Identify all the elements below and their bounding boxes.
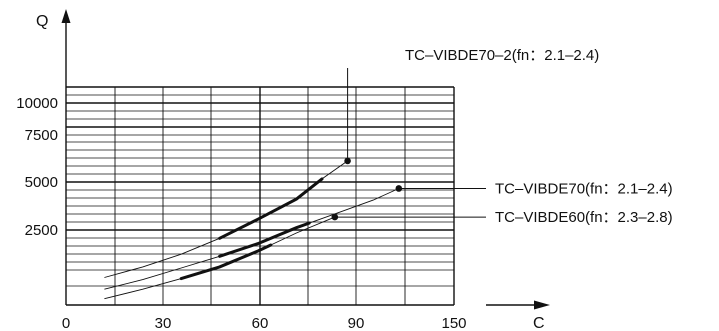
x-tick-label: 90 xyxy=(348,315,365,331)
y-tick-label: 2500 xyxy=(25,222,58,239)
y-axis-label: Q xyxy=(36,13,48,30)
axes: QC xyxy=(36,9,550,331)
series-bold-segment-2 xyxy=(218,221,311,258)
y-tick-label: 10000 xyxy=(16,95,58,112)
grid xyxy=(65,86,455,306)
series-line-1 xyxy=(104,160,348,278)
series-line-2 xyxy=(104,188,399,290)
x-axis-label: C xyxy=(533,315,545,331)
y-axis-arrow xyxy=(61,9,71,23)
series-label-2: TC–VIBDE70(fn：2.1–2.4) xyxy=(495,180,673,197)
series-label-3: TC–VIBDE60(fn：2.3–2.8) xyxy=(495,209,673,226)
x-tick-label: 0 xyxy=(62,315,70,331)
series-labels: TC–VIBDE70–2(fn：2.1–2.4) TC–VIBDE70(fn：2.… xyxy=(334,47,673,226)
y-tick-label: 5000 xyxy=(25,174,58,191)
y-tick-label: 7500 xyxy=(25,127,58,144)
x-axis-arrow xyxy=(534,300,550,310)
series-label-1: TC–VIBDE70–2(fn：2.1–2.4) xyxy=(405,47,599,64)
series-group xyxy=(104,157,403,300)
series-bold-segment-3 xyxy=(179,243,273,281)
x-tick-label: 60 xyxy=(252,315,269,331)
x-tick-label: 150 xyxy=(441,315,466,331)
x-tick-label: 30 xyxy=(155,315,172,331)
series-bold-segment-1 xyxy=(218,177,324,240)
ticks: 0 30 60 90 150 2500 5000 7500 10000 xyxy=(16,95,466,331)
